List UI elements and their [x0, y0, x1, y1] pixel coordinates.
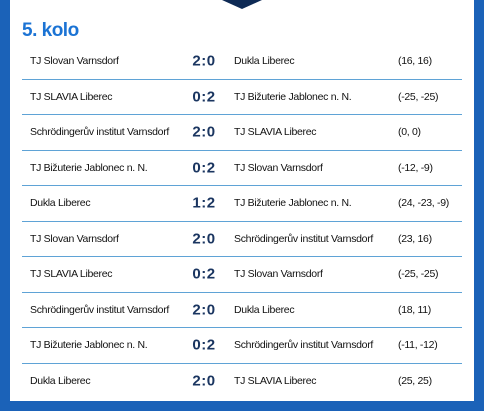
away-team: TJ Bižuterie Jablonec n. N. — [234, 90, 352, 103]
away-team: TJ SLAVIA Liberec — [234, 374, 317, 387]
set-scores: (-25, -25) — [398, 268, 439, 281]
match-row: Schrödingerův institut Varnsdorf 2:0 TJ SL… — [22, 115, 462, 151]
away-team: Schrödingerův institut Varnsdorf — [234, 232, 374, 245]
score: 0:2 — [192, 265, 216, 283]
score: 0:2 — [192, 336, 216, 354]
set-scores: (25, 25) — [398, 374, 432, 387]
away-team: Schrödingerův institut Varnsdorf — [234, 339, 374, 352]
set-scores: (23, 16) — [398, 232, 432, 245]
away-team: Dukla Liberec — [234, 55, 295, 68]
score: 2:0 — [192, 230, 216, 248]
set-scores: (-12, -9) — [398, 161, 433, 174]
score: 2:0 — [192, 52, 216, 70]
away-team: TJ SLAVIA Liberec — [234, 126, 317, 139]
home-team: Schrödingerův institut Varnsdorf — [30, 303, 170, 316]
results-table: TJ Slovan Varnsdorf 2:0 Dukla Liberec (16, … — [22, 44, 462, 398]
match-row: TJ Slovan Varnsdorf 2:0 Dukla Liberec (16, … — [22, 44, 462, 80]
match-row: TJ Bižuterie Jablonec n. N. 0:2 TJ Slovan … — [22, 151, 462, 186]
away-team: TJ Bižuterie Jablonec n. N. — [234, 197, 352, 210]
home-team: Dukla Liberec — [30, 197, 91, 210]
set-scores: (-25, -25) — [398, 90, 439, 103]
home-team: Schrödingerův institut Varnsdorf — [30, 126, 170, 139]
match-row: TJ SLAVIA Liberec 0:2 TJ Slovan Varnsdorf (… — [22, 257, 462, 293]
set-scores: (-11, -12) — [398, 339, 438, 352]
set-scores: (0, 0) — [398, 126, 421, 139]
score: 0:2 — [192, 88, 216, 106]
match-row: Schrödingerův institut Varnsdorf 2:0 Dukla… — [22, 293, 462, 328]
home-team: TJ Slovan Varnsdorf — [30, 55, 119, 68]
score: 0:2 — [192, 159, 216, 177]
results-panel: 5. kolo TJ Slovan Varnsdorf 2:0 Dukla Libe… — [10, 0, 474, 401]
score: 2:0 — [192, 301, 216, 319]
home-team: TJ Bižuterie Jablonec n. N. — [30, 161, 148, 174]
home-team: TJ SLAVIA Liberec — [30, 268, 113, 281]
away-team: TJ Slovan Varnsdorf — [234, 161, 323, 174]
away-team: TJ Slovan Varnsdorf — [234, 268, 323, 281]
score: 1:2 — [192, 194, 216, 212]
set-scores: (16, 16) — [398, 55, 432, 68]
home-team: TJ Slovan Varnsdorf — [30, 232, 119, 245]
match-row: Dukla Liberec 2:0 TJ SLAVIA Liberec (25, 25… — [22, 364, 462, 399]
match-row: TJ Bižuterie Jablonec n. N. 0:2 Schrödinge… — [22, 328, 462, 364]
home-team: Dukla Liberec — [30, 374, 91, 387]
home-team: TJ Bižuterie Jablonec n. N. — [30, 339, 148, 352]
notch — [222, 0, 262, 9]
set-scores: (24, -23, -9) — [398, 197, 449, 210]
score: 2:0 — [192, 123, 216, 141]
match-row: Dukla Liberec 1:2 TJ Bižuterie Jablonec n.… — [22, 186, 462, 222]
match-row: TJ Slovan Varnsdorf 2:0 Schrödingerův inst… — [22, 222, 462, 257]
score: 2:0 — [192, 372, 216, 390]
round-title: 5. kolo — [22, 20, 79, 41]
set-scores: (18, 11) — [398, 303, 432, 316]
away-team: Dukla Liberec — [234, 303, 295, 316]
match-row: TJ SLAVIA Liberec 0:2 TJ Bižuterie Jablone… — [22, 80, 462, 115]
home-team: TJ SLAVIA Liberec — [30, 90, 113, 103]
